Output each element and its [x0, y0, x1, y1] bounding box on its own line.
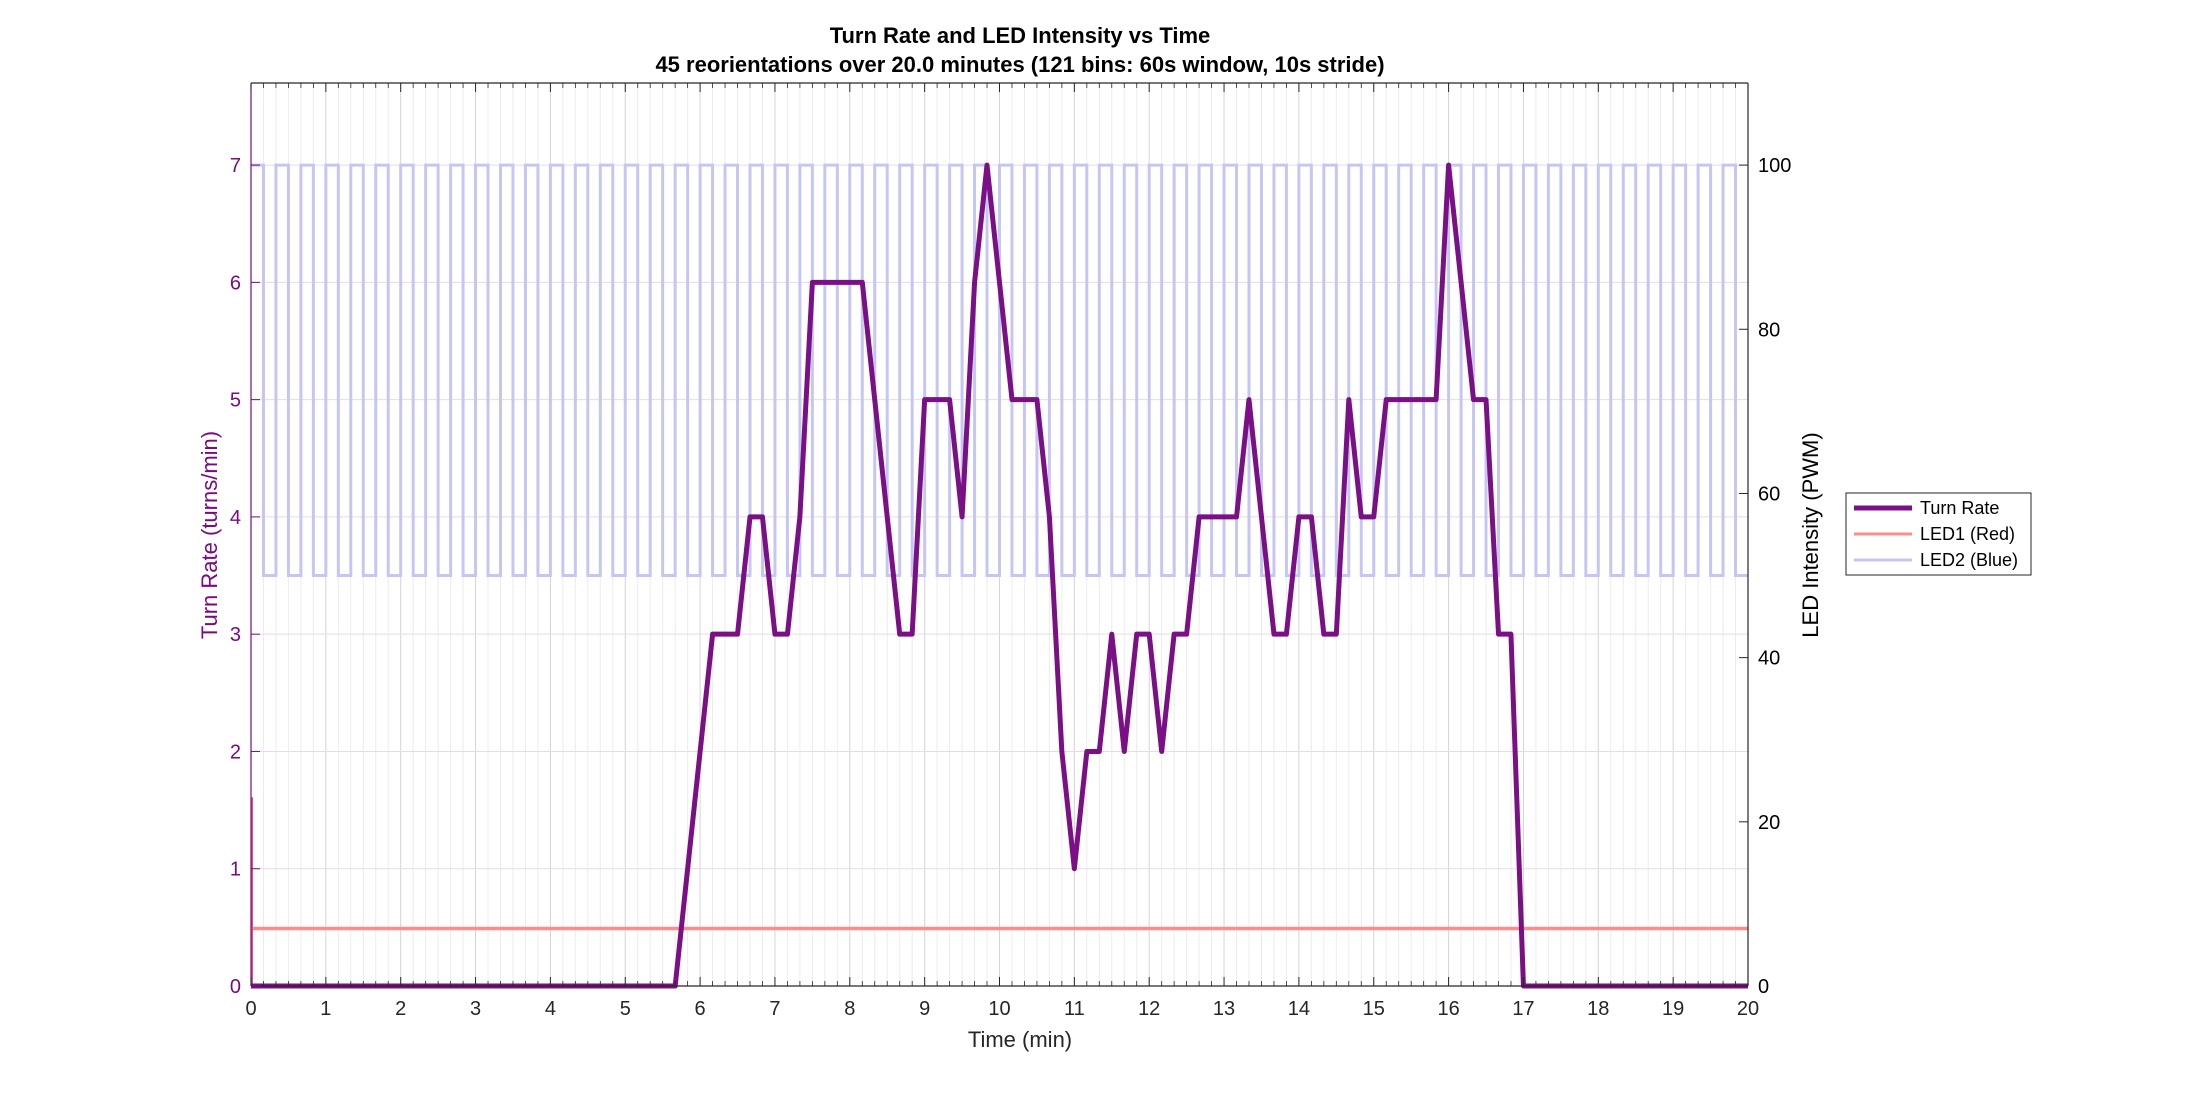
legend-label-turn-rate: Turn Rate: [1920, 498, 1999, 518]
y-left-tick-label: 7: [230, 155, 241, 177]
y-right-tick-label: 100: [1758, 155, 1791, 177]
led1-series: [251, 797, 1748, 986]
x-tick-label: 11: [1064, 998, 1085, 1020]
turn-rate-line: [251, 162, 1748, 989]
x-tick-label: 7: [769, 998, 780, 1020]
y-axis-right-label: LED Intensity (PWM): [1798, 432, 1823, 637]
x-tick-label: 10: [988, 998, 1010, 1020]
y-right-tick-label: 20: [1758, 812, 1780, 834]
y-left-tick-label: 3: [230, 624, 241, 646]
y-left-tick-label: 6: [230, 272, 241, 294]
x-tick-label: 2: [395, 998, 406, 1020]
x-tick-label: 15: [1363, 998, 1385, 1020]
y-left-tick-label: 0: [230, 976, 241, 998]
y-right-tick-label: 80: [1758, 319, 1780, 341]
x-tick-label: 8: [844, 998, 855, 1020]
x-tick-label: 18: [1587, 998, 1609, 1020]
x-tick-label: 0: [245, 998, 256, 1020]
x-tick-label: 1: [320, 998, 331, 1020]
x-tick-label: 19: [1662, 998, 1684, 1020]
legend-label-led2: LED2 (Blue): [1920, 550, 2018, 570]
y-left-tick-label: 1: [230, 859, 241, 881]
x-tick-label: 6: [695, 998, 706, 1020]
led2-series: [251, 163, 1748, 578]
y-left-tick-label: 4: [230, 507, 241, 529]
x-tick-label: 4: [545, 998, 556, 1020]
tick-labels: 0 1 2 3 4 5 6 7 8 9 10 11 12 13 14 15 16 17 18 19 2001234567…: [230, 83, 1791, 1020]
y-right-tick-label: 0: [1758, 976, 1769, 998]
y-left-tick-label: 5: [230, 390, 241, 412]
led2-line: [251, 163, 1748, 578]
chart-subtitle: 45 reorientations over 20.0 minutes (121…: [655, 52, 1384, 77]
x-tick-label: 5: [620, 998, 631, 1020]
x-tick-label: 20: [1737, 998, 1759, 1020]
chart-title: Turn Rate and LED Intensity vs Time: [830, 23, 1211, 48]
turn-rate-series: [251, 162, 1748, 989]
x-tick-label: 9: [919, 998, 930, 1020]
legend: Turn Rate LED1 (Red) LED2 (Blue): [1845, 492, 2032, 576]
x-tick-label: 14: [1288, 998, 1310, 1020]
x-tick-label: 3: [470, 998, 481, 1020]
y-right-tick-label: 40: [1758, 648, 1780, 670]
y-left-tick-label: 2: [230, 741, 241, 763]
y-right-tick-label: 60: [1758, 483, 1780, 505]
y-axis-left-label: Turn Rate (turns/min): [197, 431, 222, 639]
x-tick-label: 13: [1213, 998, 1235, 1020]
legend-label-led1: LED1 (Red): [1920, 524, 2015, 544]
x-tick-label: 12: [1138, 998, 1160, 1020]
x-tick-label: 17: [1512, 998, 1534, 1020]
x-tick-label: 16: [1437, 998, 1459, 1020]
x-axis-label: Time (min): [968, 1027, 1072, 1052]
